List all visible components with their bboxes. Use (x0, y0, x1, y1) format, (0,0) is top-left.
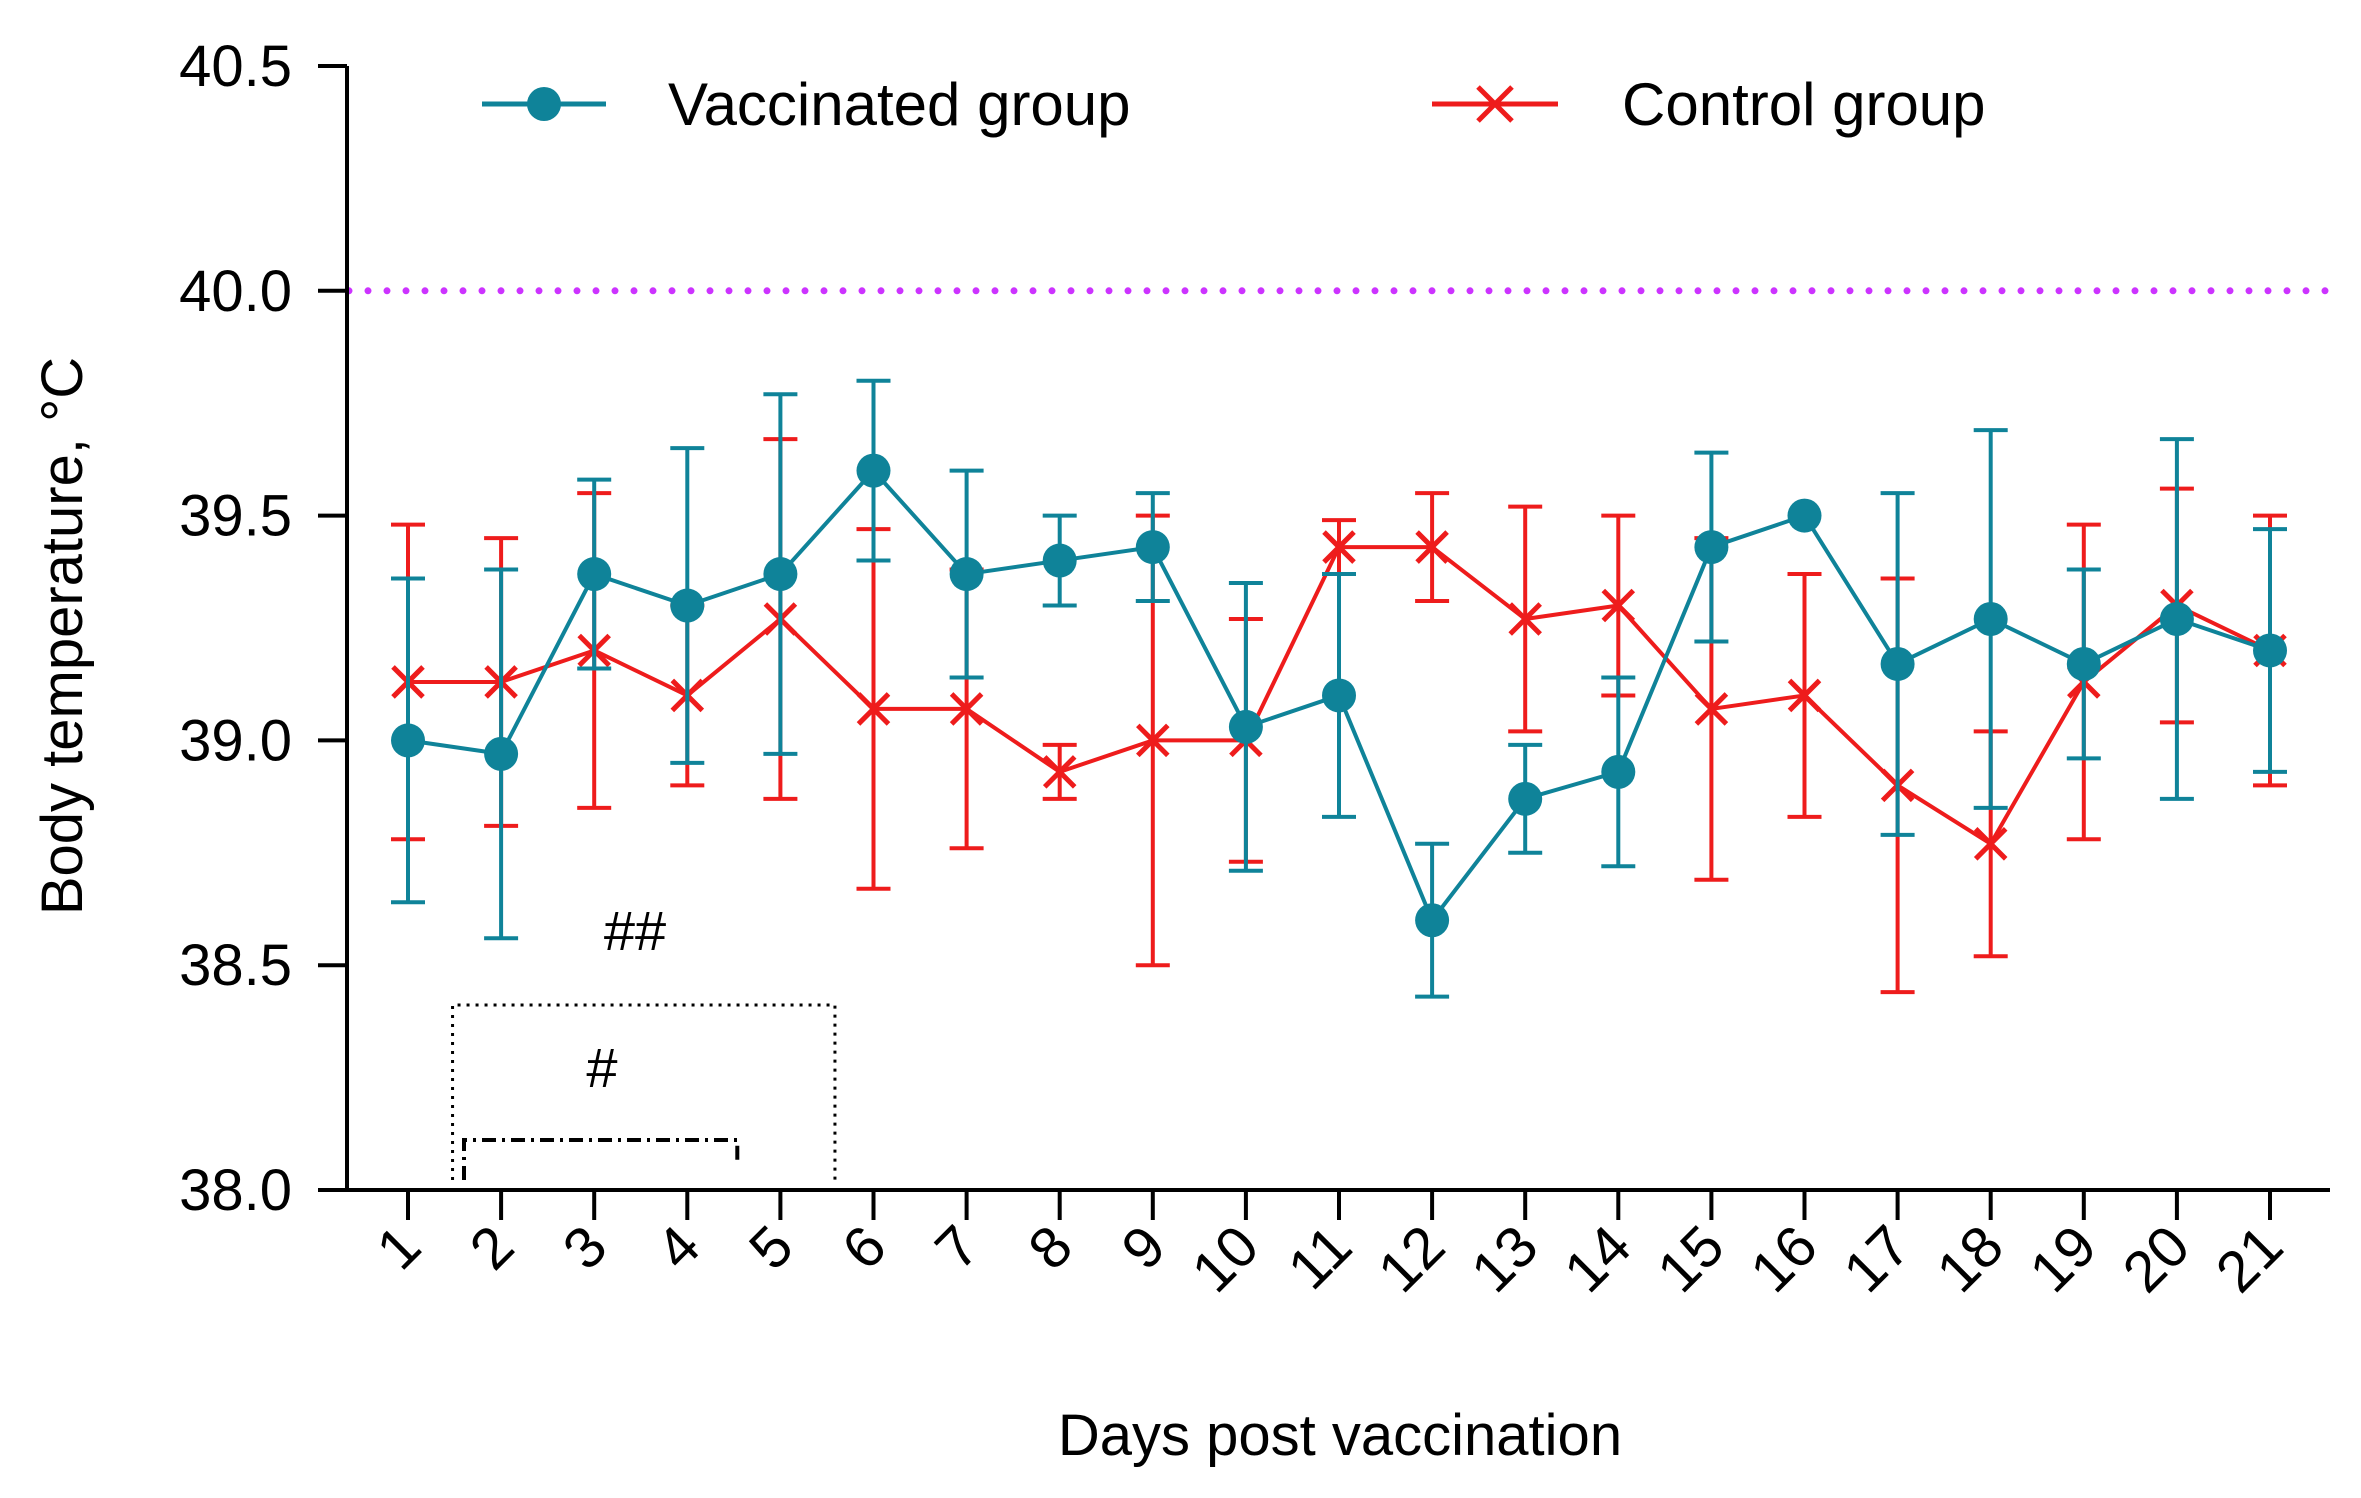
y-tick-label: 40.0 (179, 259, 292, 324)
data-point (1415, 530, 1449, 564)
x-tick-label: 2 (458, 1213, 527, 1282)
y-tick-label: 40.5 (179, 34, 292, 99)
data-point (1322, 530, 1356, 564)
x-tick-label: 7 (923, 1213, 992, 1282)
y-tick-label: 39.5 (179, 484, 292, 549)
x-tick-label: 18 (1924, 1213, 2016, 1305)
data-point (577, 557, 612, 592)
legend-control-marker (1476, 85, 1514, 123)
data-point (2159, 602, 2194, 637)
y-tick-layer: 38.0 38.5 39.0 39.5 40.0 40.5 (179, 34, 347, 1223)
data-point (1228, 709, 1263, 744)
data-point (1135, 530, 1170, 565)
data-point (856, 453, 891, 488)
x-tick-label: 6 (830, 1213, 899, 1282)
data-point (1601, 754, 1636, 789)
data-point (2253, 633, 2287, 668)
annotation-single-hash: # (586, 1036, 617, 1099)
data-point (856, 692, 891, 726)
y-tick-label: 39.0 (179, 708, 292, 773)
annotation-layer: ## # (451, 899, 837, 1180)
x-tick-label: 13 (1459, 1213, 1551, 1305)
data-point (1880, 646, 1915, 681)
y-axis-title: Body temperature, °C (30, 357, 95, 915)
data-point (670, 588, 705, 623)
data-point (1322, 678, 1356, 713)
x-tick-layer: 1 2 3 4 5 6 7 8 9 10 11 12 13 14 15 16 17 18 19 20 21 (364, 1190, 2295, 1305)
legend-control-label: Control group (1622, 71, 1986, 138)
series-vaccinated (391, 378, 2287, 999)
data-point (1973, 602, 2008, 637)
x-tick-label: 19 (2017, 1213, 2109, 1305)
data-point (1042, 543, 1077, 578)
x-tick-label: 8 (1016, 1213, 1085, 1282)
x-tick-label: 11 (1276, 1213, 1365, 1302)
data-point (1694, 692, 1729, 726)
y-tick-label: 38.5 (179, 933, 292, 998)
x-tick-label: 4 (644, 1213, 713, 1282)
data-point (1973, 827, 2008, 861)
series-layer (391, 378, 2287, 999)
annotation-bracket-single-hash (462, 1138, 740, 1180)
legend-vaccinated-label: Vaccinated group (668, 71, 1131, 138)
data-point (2066, 646, 2101, 681)
data-point (1694, 530, 1729, 565)
data-point (484, 736, 519, 771)
x-tick-label: 15 (1645, 1213, 1737, 1305)
x-tick-label: 10 (1180, 1213, 1272, 1305)
legend-vaccinated-marker (527, 87, 561, 121)
x-tick-label: 5 (737, 1213, 806, 1282)
data-point (1787, 498, 1822, 533)
x-tick-label: 16 (1738, 1213, 1830, 1305)
x-tick-label: 12 (1366, 1213, 1458, 1305)
data-point (1787, 678, 1822, 713)
annotation-bracket-double-hash (451, 1003, 837, 1180)
x-tick-label: 1 (364, 1213, 433, 1282)
data-point (763, 557, 798, 592)
x-axis-title: Days post vaccination (1058, 1403, 1622, 1468)
x-tick-label: 17 (1831, 1213, 1923, 1305)
data-point (1042, 755, 1077, 789)
x-tick-label: 3 (551, 1213, 620, 1282)
legend: Vaccinated group Control group (482, 71, 1986, 138)
data-point (1508, 602, 1542, 636)
x-tick-label: 21 (2204, 1213, 2296, 1305)
x-tick-label: 9 (1109, 1213, 1178, 1282)
data-point (1601, 588, 1636, 623)
data-point (949, 692, 984, 726)
data-point (1415, 903, 1450, 938)
annotation-double-hash: ## (604, 899, 666, 962)
data-point (391, 723, 425, 758)
data-point (949, 557, 984, 592)
data-point (1136, 723, 1170, 758)
data-point (1508, 781, 1543, 816)
x-tick-label: 20 (2111, 1213, 2203, 1305)
y-tick-label: 38.0 (179, 1158, 292, 1223)
x-tick-label: 14 (1552, 1213, 1644, 1305)
